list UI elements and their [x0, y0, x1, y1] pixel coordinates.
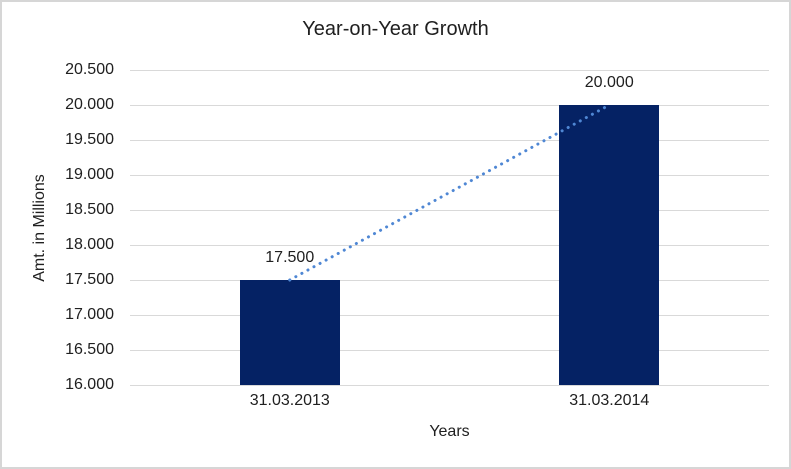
gridline	[130, 384, 769, 386]
gridline	[130, 174, 769, 176]
y-axis-title: Amt. in Millions	[31, 174, 48, 282]
x-axis-title: Years	[429, 423, 470, 440]
gridline	[130, 69, 769, 71]
y-tick-label: 17.500	[65, 271, 114, 288]
bar	[559, 105, 660, 385]
gridline	[130, 314, 769, 316]
gridline	[130, 279, 769, 281]
y-tick-label: 16.000	[65, 376, 114, 393]
bar	[239, 280, 340, 385]
y-tick-label: 18.500	[65, 201, 114, 218]
y-tick-label: 18.000	[65, 236, 114, 253]
y-tick-label: 16.500	[65, 341, 114, 358]
bar-value-label: 17.500	[265, 249, 315, 266]
y-tick-label: 20.000	[65, 96, 114, 113]
y-tick-label: 20.500	[65, 61, 114, 78]
gridline	[130, 104, 769, 106]
chart-title: Year-on-Year Growth	[302, 18, 489, 40]
gridline	[130, 209, 769, 211]
y-tick-label: 17.000	[65, 306, 114, 323]
gridline	[130, 244, 769, 246]
gridline	[130, 139, 769, 141]
x-tick-label: 31.03.2014	[569, 392, 650, 409]
x-tick-label: 31.03.2013	[249, 392, 330, 409]
y-tick-label: 19.500	[65, 131, 114, 148]
bar-value-label: 20.000	[584, 74, 634, 91]
gridline	[130, 349, 769, 351]
y-tick-label: 19.000	[65, 166, 114, 183]
